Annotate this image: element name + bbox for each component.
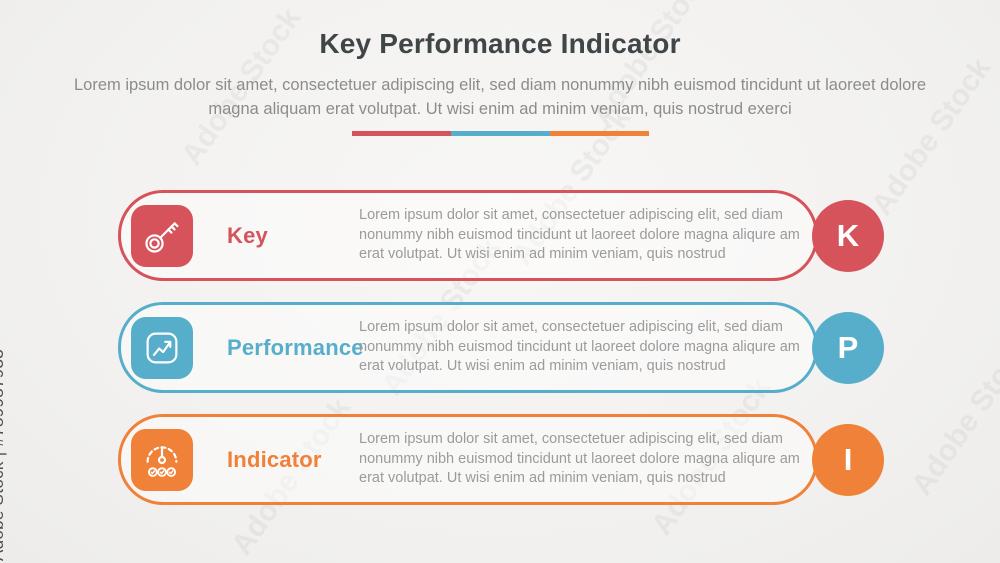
page-subtitle: Lorem ipsum dolor sit amet, consectetuer… xyxy=(73,76,927,118)
badge-letter-k: K xyxy=(836,217,860,253)
row-key: Key Lorem ipsum dolor sit amet, consecte… xyxy=(118,190,884,281)
badge-letter-p: P xyxy=(837,329,859,365)
row-indicator: Indicator Lorem ipsum dolor sit amet, co… xyxy=(118,414,884,505)
badge-circle-k: K xyxy=(812,199,884,272)
row-label-indicator: Indicator xyxy=(227,446,322,472)
row-label-performance: Performance xyxy=(227,334,364,360)
row-description-indicator: Lorem ipsum dolor sit amet, consectetuer… xyxy=(359,431,800,487)
divider-segment-red xyxy=(352,131,451,136)
badge-circle-p: P xyxy=(812,311,884,384)
row-performance: Performance Lorem ipsum dolor sit amet, … xyxy=(118,302,884,393)
gauge-icon xyxy=(131,428,193,491)
stock-watermark-side: Adobe Stock | #789987933 xyxy=(0,348,7,561)
badge-circle-i: I xyxy=(812,423,884,496)
row-description-key: Lorem ipsum dolor sit amet, consectetuer… xyxy=(359,207,800,263)
trend-chart-icon xyxy=(131,316,193,379)
kpi-rows: Key Lorem ipsum dolor sit amet, consecte… xyxy=(118,190,884,505)
badge-letter-i: I xyxy=(843,441,853,477)
divider-segment-orange xyxy=(550,131,649,136)
divider-segment-blue xyxy=(451,131,550,136)
stock-watermark-tile: Adobe Stock xyxy=(905,332,1000,502)
tricolor-divider xyxy=(352,131,649,136)
row-label-key: Key xyxy=(227,222,268,248)
page-title: Key Performance Indicator xyxy=(319,28,681,59)
key-icon xyxy=(131,204,193,267)
row-description-performance: Lorem ipsum dolor sit amet, consectetuer… xyxy=(359,319,800,375)
